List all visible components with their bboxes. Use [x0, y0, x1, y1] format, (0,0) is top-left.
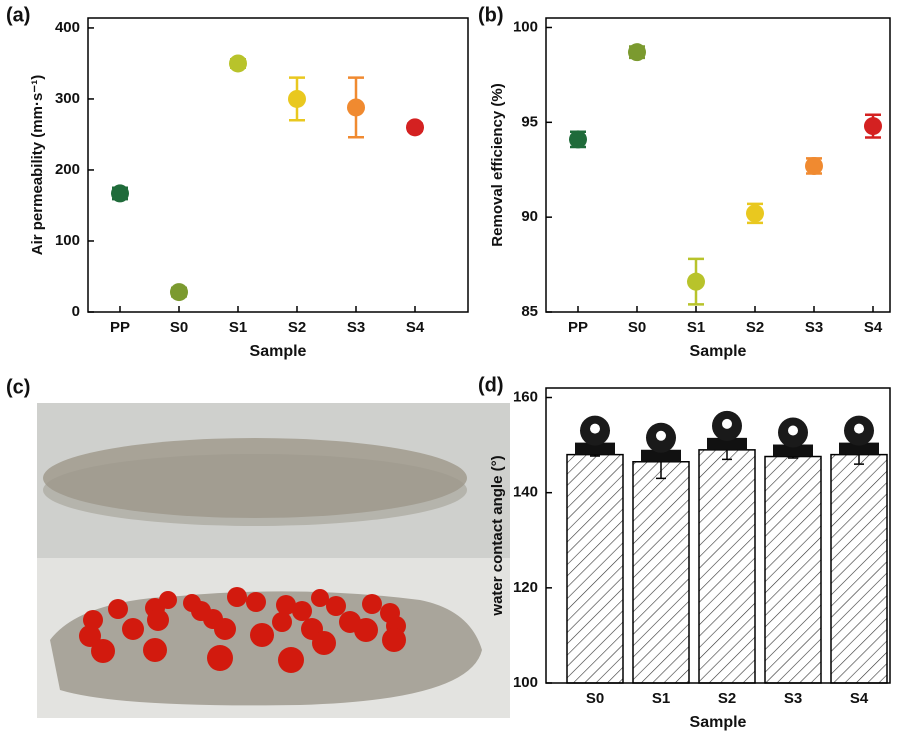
marker: [170, 283, 188, 302]
x-tick-label: S2: [746, 319, 764, 336]
x-tick-label: S2: [718, 690, 736, 707]
marker: [864, 117, 882, 136]
droplet-substrate: [773, 444, 813, 457]
x-axis-title: Sample: [690, 714, 747, 731]
bar: [632, 461, 690, 684]
marker: [229, 54, 247, 73]
droplets: [79, 587, 406, 673]
plot-frame: [545, 17, 891, 313]
bar: [764, 455, 822, 684]
y-tick-label: 400: [55, 19, 80, 36]
x-tick-label: S1: [229, 319, 247, 336]
marker: [628, 43, 646, 62]
x-axis-title: Sample: [690, 343, 747, 360]
y-tick-label: 160: [513, 388, 538, 405]
droplet-highlight: [656, 430, 666, 441]
x-tick-label: S1: [652, 690, 670, 707]
x-tick-label: PP: [110, 319, 130, 336]
x-tick-label: S1: [687, 319, 705, 336]
y-tick-label: 200: [55, 161, 80, 178]
y-tick-label: 100: [513, 18, 538, 35]
x-tick-label: S4: [850, 690, 869, 707]
y-tick-label: 100: [513, 674, 538, 691]
y-tick-label: 0: [72, 303, 80, 320]
x-axis-title: Sample: [250, 343, 307, 360]
marker: [805, 156, 823, 175]
marker: [569, 130, 587, 149]
plot-frame: [87, 17, 469, 313]
felt-disk-edge: [43, 454, 467, 526]
plot-frame: [545, 387, 891, 684]
x-tick-label: S4: [864, 319, 883, 336]
y-tick-label: 95: [521, 113, 538, 130]
droplet-substrate: [575, 442, 615, 455]
panel-label: (b): [478, 4, 504, 26]
photo-panel: (c): [6, 376, 510, 718]
x-tick-label: S3: [805, 319, 823, 336]
x-tick-label: S3: [347, 319, 365, 336]
droplet-substrate: [839, 442, 879, 455]
x-tick-label: S0: [628, 319, 646, 336]
bar: [566, 453, 624, 684]
bar: [830, 453, 888, 684]
panel-label: (d): [478, 374, 504, 396]
marker: [746, 204, 764, 223]
marker: [288, 89, 306, 108]
marker: [347, 98, 365, 117]
x-tick-label: S2: [288, 319, 306, 336]
y-tick-label: 100: [55, 232, 80, 249]
x-tick-label: S4: [406, 319, 425, 336]
y-tick-label: 90: [521, 208, 538, 225]
marker: [406, 118, 424, 137]
x-tick-label: S0: [586, 690, 604, 707]
y-tick-label: 140: [513, 484, 538, 501]
y-tick-label: 85: [521, 303, 538, 320]
droplet-highlight: [722, 418, 732, 429]
y-tick-label: 300: [55, 90, 80, 107]
y-axis-title: water contact angle (°): [489, 455, 506, 616]
x-tick-label: PP: [568, 319, 588, 336]
droplet-substrate: [641, 449, 681, 462]
x-tick-label: S3: [784, 690, 802, 707]
bar: [698, 449, 756, 684]
x-tick-label: S0: [170, 319, 188, 336]
droplet-substrate: [707, 437, 747, 450]
panel-label: (a): [6, 4, 30, 26]
marker: [111, 184, 129, 203]
droplet-highlight: [590, 423, 600, 434]
droplet-highlight: [788, 425, 798, 436]
y-axis-title: Removal efficiency (%): [489, 83, 506, 246]
y-tick-label: 120: [513, 579, 538, 596]
panel-label: (c): [6, 376, 30, 398]
marker: [687, 272, 705, 291]
y-axis-title: Air permeability (mm·s⁻¹): [29, 75, 46, 255]
droplet-highlight: [854, 423, 864, 434]
